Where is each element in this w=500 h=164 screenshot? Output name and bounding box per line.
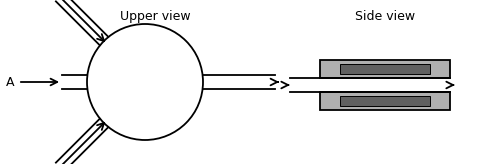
Bar: [320, 92, 450, 110]
Bar: [340, 96, 430, 106]
Text: A: A: [6, 75, 14, 89]
Text: Upper view: Upper view: [120, 10, 190, 23]
Text: Side view: Side view: [355, 10, 415, 23]
Bar: [340, 64, 430, 74]
Bar: [320, 60, 450, 78]
